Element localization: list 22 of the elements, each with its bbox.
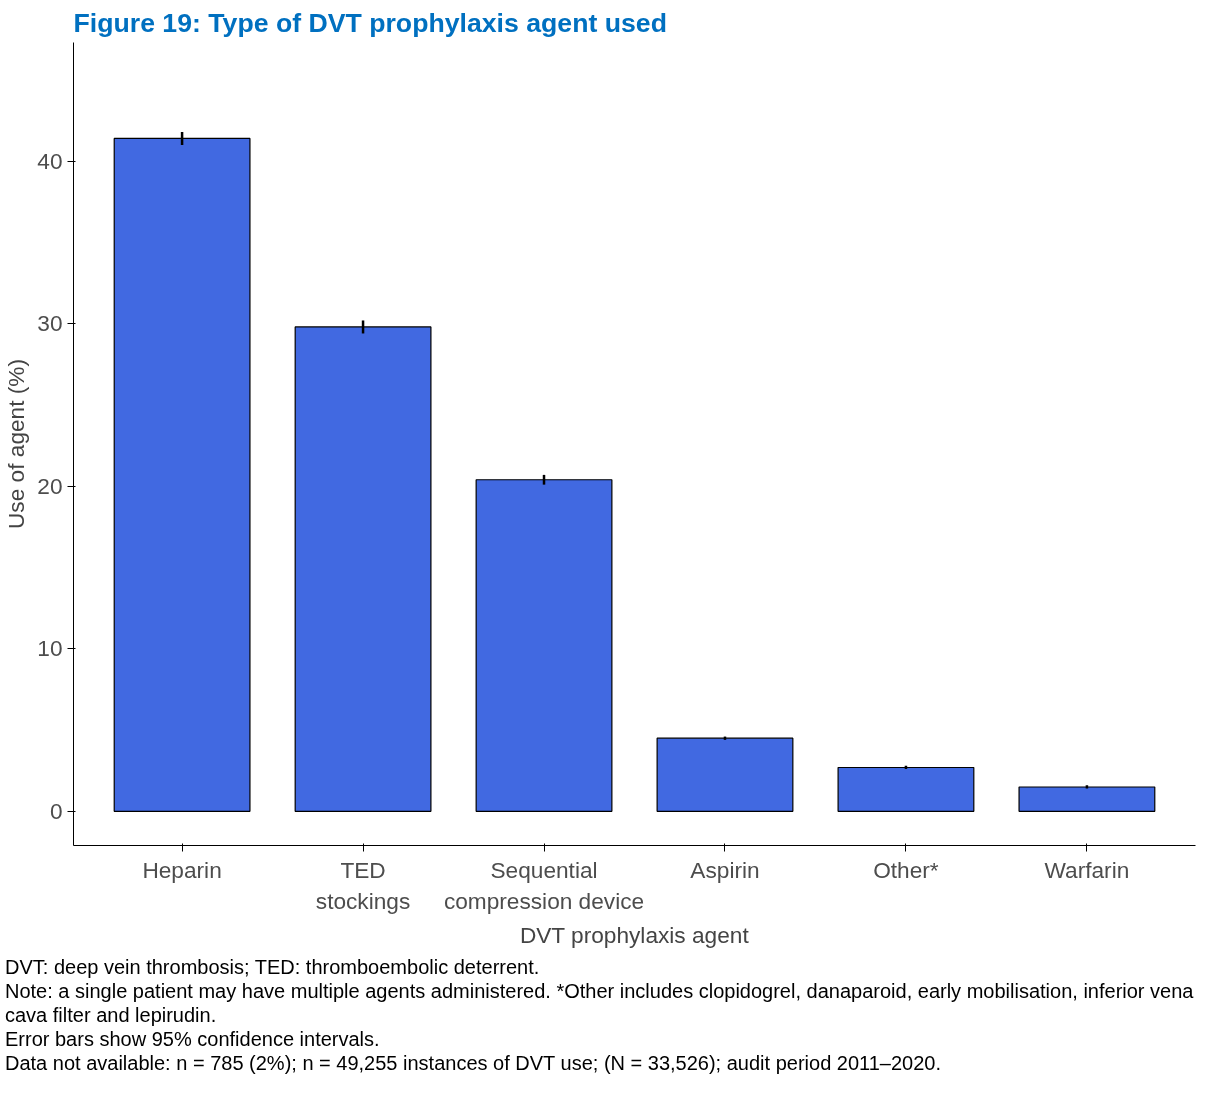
x-axis-title: DVT prophylaxis agent (519, 921, 750, 948)
y-tick-label: 40 (37, 147, 63, 174)
y-tick-label: 10 (37, 635, 63, 662)
bar (656, 737, 794, 812)
chart-title: Figure 19: Type of DVT prophylaxis agent used (73, 7, 667, 38)
y-tick-label: 0 (49, 797, 63, 824)
x-tick-label: TED stockings (315, 856, 411, 914)
bar (1018, 786, 1156, 812)
x-tick-label: Aspirin (690, 856, 760, 883)
y-axis-title: Use of agent (%) (3, 359, 30, 529)
y-tick-label: 20 (37, 472, 63, 499)
x-tick-label: Warfarin (1044, 856, 1130, 883)
x-tick-label: Other* (873, 856, 939, 883)
x-tick-label: Sequential compression device (443, 856, 645, 914)
bar (837, 766, 975, 812)
text: Data not available: n = 785 (2%); n = 49,255 instances of DVT use; (N = 33,526); audit period 2011–2020. (5, 1052, 941, 1074)
text: Error bars show 95% confidence intervals. (5, 1028, 380, 1050)
y-tick-label: 30 (37, 310, 63, 337)
x-tick-label: Heparin (142, 856, 222, 883)
text: Note: a single patient may have multiple agents administered. *Other includes clopidogrel, danaparoid, early mobilisation, inferior vena cava filter and lepirudin. (5, 980, 1194, 1026)
bar (475, 479, 613, 812)
text: DVT: deep vein thrombosis; TED: thromboembolic deterrent. (5, 956, 540, 978)
